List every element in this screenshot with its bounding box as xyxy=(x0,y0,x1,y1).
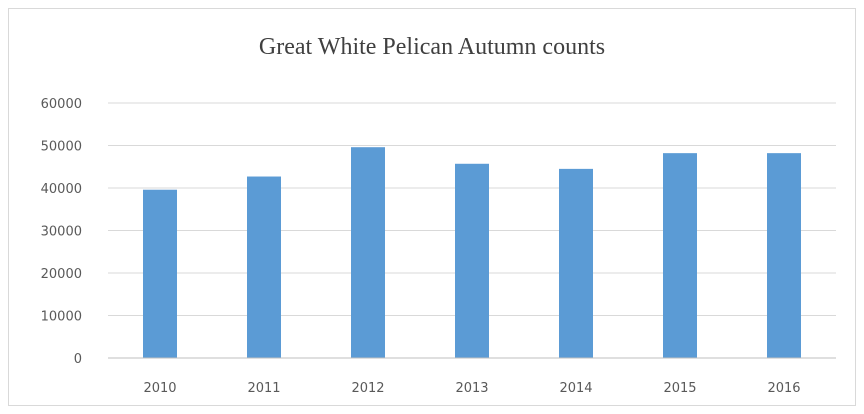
y-tick-label: 10000 xyxy=(41,310,82,325)
bar-2010 xyxy=(143,189,177,358)
y-tick-label: 20000 xyxy=(41,267,82,282)
y-tick-label: 60000 xyxy=(41,97,82,112)
y-tick-label: 50000 xyxy=(41,140,82,155)
x-tick-label: 2010 xyxy=(143,381,176,396)
x-tick-label: 2015 xyxy=(663,381,696,396)
bar-2011 xyxy=(247,176,281,358)
bar-2016 xyxy=(767,153,801,358)
x-axis-ticks: 2010 2011 2012 2013 2014 2015 2016 xyxy=(108,357,836,396)
bar-2014 xyxy=(559,168,593,358)
y-tick-label: 40000 xyxy=(41,182,82,197)
y-axis-ticks: 0 10000 20000 30000 40000 50000 60000 xyxy=(41,97,82,367)
x-tick-label: 2012 xyxy=(351,381,384,396)
chart-title: Great White Pelican Autumn counts xyxy=(258,34,606,60)
x-tick-label: 2013 xyxy=(455,381,488,396)
y-tick-label: 30000 xyxy=(41,225,82,240)
x-tick-label: 2011 xyxy=(247,381,280,396)
y-tick-label: 0 xyxy=(74,352,82,367)
bar-2015 xyxy=(663,153,697,358)
x-tick-label: 2016 xyxy=(767,381,800,396)
bar-2012 xyxy=(351,147,385,358)
bar-2013 xyxy=(455,163,489,358)
bars xyxy=(143,147,801,358)
x-tick-label: 2014 xyxy=(559,381,592,396)
